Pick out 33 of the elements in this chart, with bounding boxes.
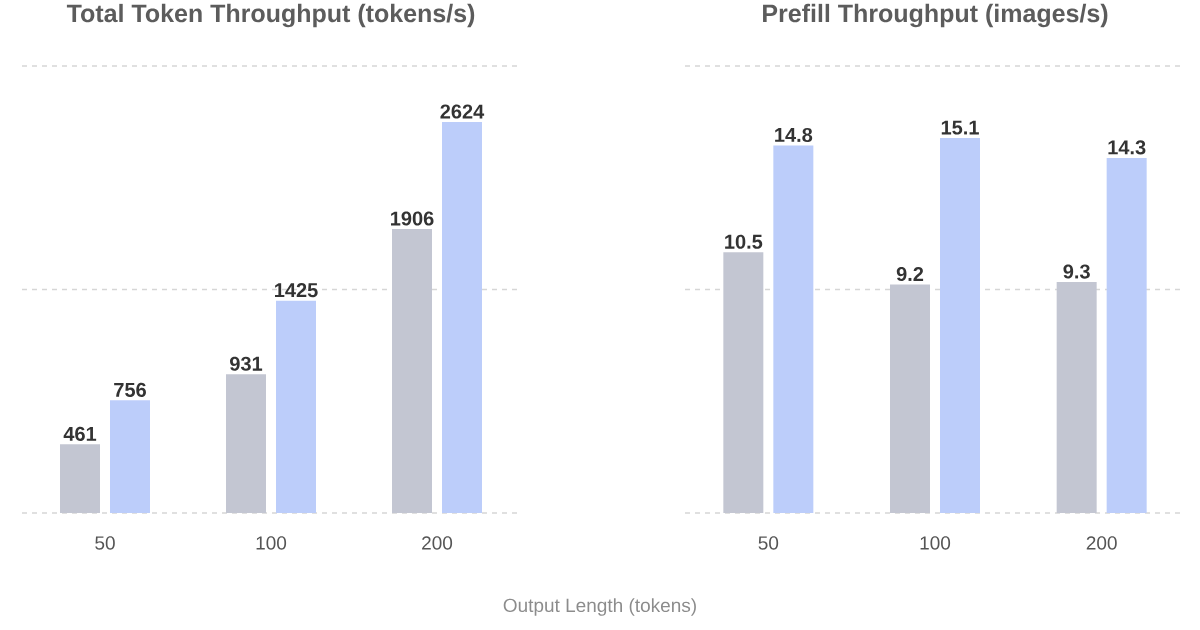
data-label: 9.3 — [1063, 264, 1090, 279]
data-label: 10.5 — [725, 234, 763, 249]
bar — [723, 252, 764, 513]
bar — [226, 374, 266, 513]
data-label: 14.8 — [775, 127, 813, 143]
data-label: 756 — [114, 382, 146, 397]
x-tick-label: 50 — [95, 536, 115, 550]
x-tick-label: 100 — [920, 536, 951, 550]
data-label: 1906 — [391, 211, 434, 226]
bar — [1056, 282, 1097, 513]
bar — [110, 400, 150, 513]
chart-title: Total Token Throughput (tokens/s) — [66, 3, 475, 28]
bar — [940, 138, 981, 513]
data-label: 461 — [63, 426, 97, 441]
data-label: 15.1 — [941, 120, 979, 135]
chart-title: Prefill Throughput (images/s) — [763, 3, 1108, 28]
x-tick-label: 50 — [758, 536, 779, 550]
data-label: 14.3 — [1108, 140, 1146, 155]
x-tick-label: 100 — [256, 536, 287, 550]
data-label: 931 — [230, 356, 263, 371]
bar — [276, 300, 316, 513]
data-label: 2624 — [440, 104, 485, 119]
bar — [1106, 157, 1147, 513]
bar — [60, 444, 100, 513]
bar — [392, 228, 432, 513]
bar — [890, 284, 930, 513]
x-tick-label: 200 — [422, 536, 453, 550]
bar — [442, 122, 482, 513]
data-label: 1425 — [275, 283, 318, 298]
bar — [773, 145, 814, 513]
data-label: 9.2 — [896, 266, 924, 282]
x-tick-label: 200 — [1086, 536, 1117, 550]
x-axis-title: Output Length (tokens) — [503, 598, 696, 616]
